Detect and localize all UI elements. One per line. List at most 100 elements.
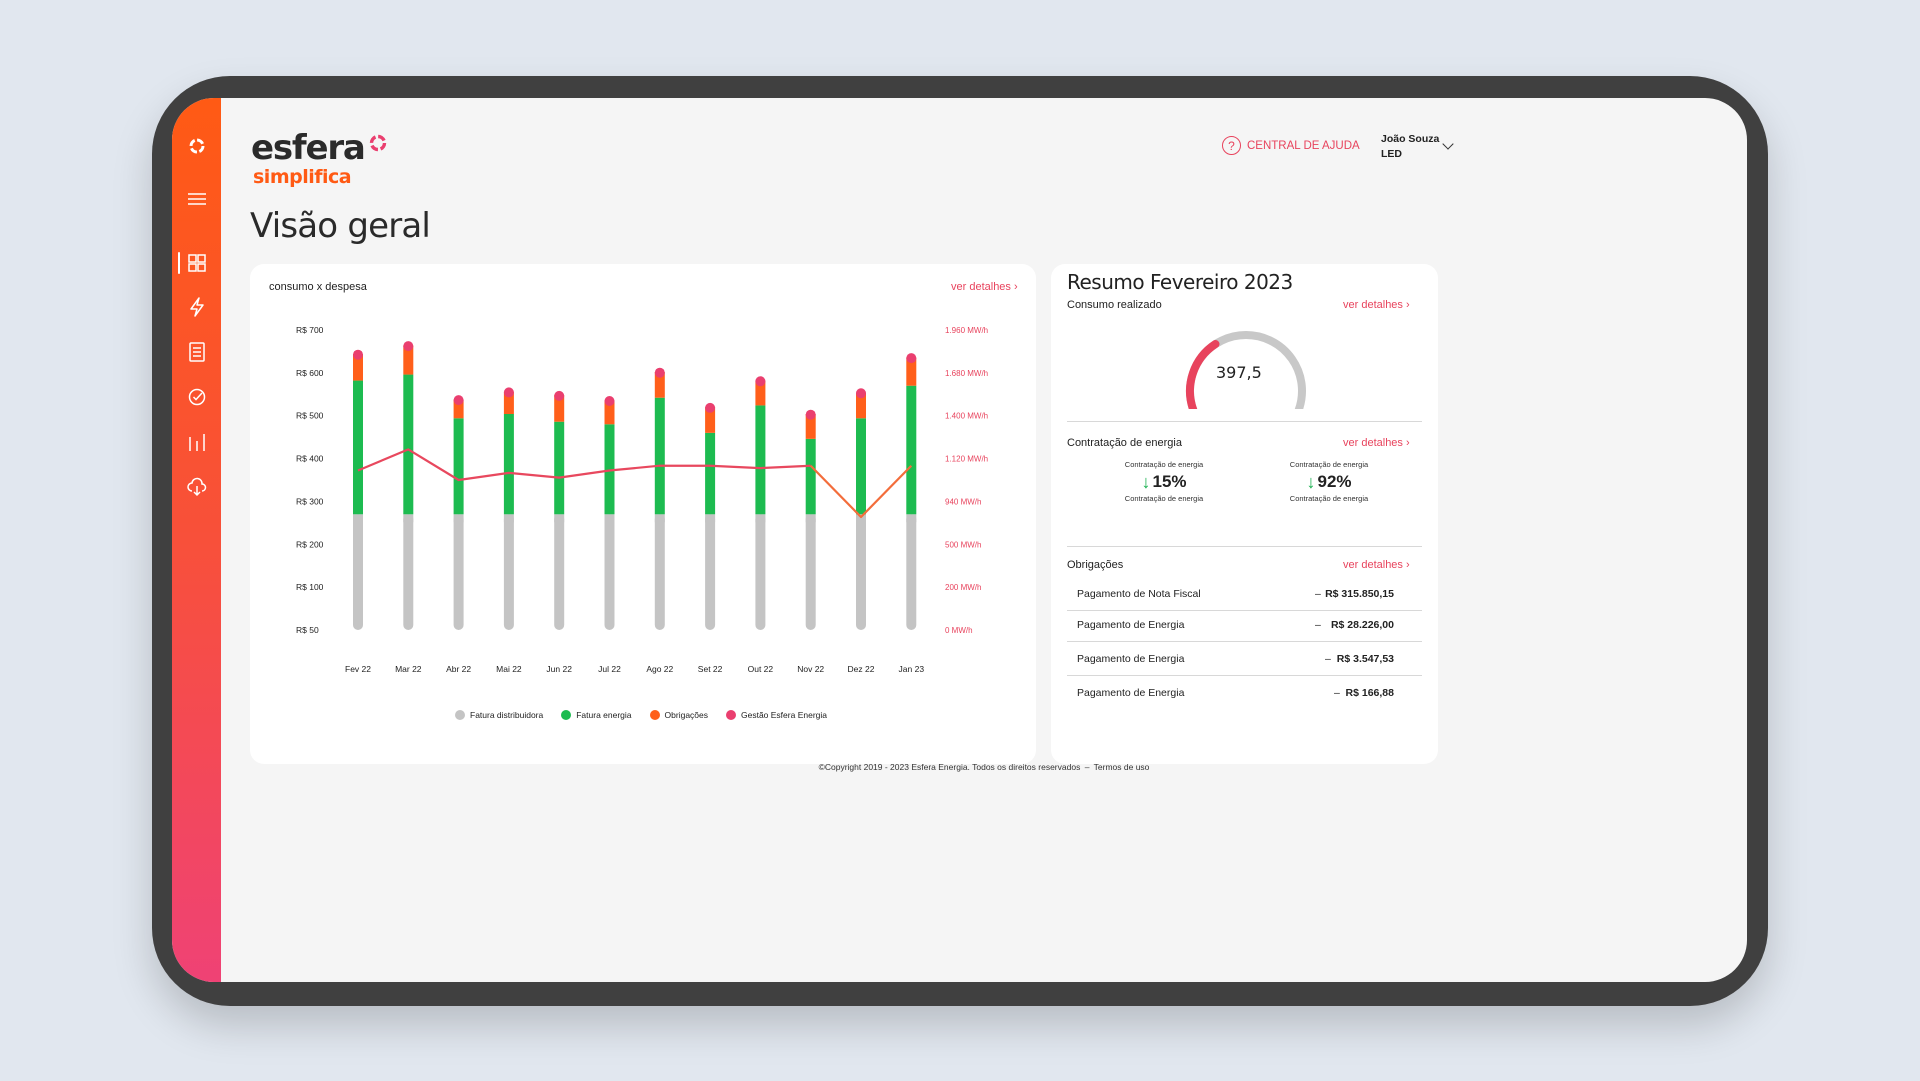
consumption-line — [357, 448, 811, 482]
obrigacoes-details-link[interactable]: ver detalhes › — [1343, 559, 1410, 571]
summary-title: Resumo Fevereiro 2023 — [1067, 270, 1293, 294]
esfera-logo-icon[interactable] — [172, 131, 221, 161]
obligation-dash: – — [1325, 653, 1331, 665]
obligation-dash: – — [1315, 588, 1321, 600]
contratacao-metric: Contratação de energia ↓ 15% Contratação … — [1099, 460, 1229, 504]
dashboard-grid-icon[interactable] — [172, 248, 221, 278]
chart-bar-segment — [604, 400, 615, 425]
metric-value: 92% — [1317, 472, 1352, 491]
obligation-row[interactable]: Pagamento de Energia – R$ 3.547,53 — [1067, 643, 1422, 676]
terms-link[interactable]: Termos de uso — [1093, 762, 1150, 772]
chart-bar-segment — [705, 432, 716, 515]
x-axis-tick-label: Set 22 — [698, 664, 723, 674]
brand-tagline: simplifica — [253, 166, 352, 188]
chart-bar-segment — [453, 418, 464, 515]
cloud-download-icon[interactable] — [172, 472, 221, 502]
chart-bar-segment — [906, 357, 917, 386]
obrigacoes-details-label: ver detalhes — [1343, 559, 1403, 571]
y-axis-tick-label: R$ 400 — [296, 454, 324, 464]
x-axis-tick-label: Jan 23 — [899, 664, 925, 674]
chart-bar-cap — [604, 396, 615, 406]
obligation-value: R$ 28.226,00 — [1330, 619, 1394, 631]
chart-bar-segment — [554, 514, 565, 523]
chart-details-label: ver detalhes — [951, 281, 1011, 293]
metric-value: 15% — [1152, 472, 1187, 491]
y2-axis-tick-label: 0 MW/h — [945, 626, 973, 635]
divider — [1067, 421, 1422, 422]
contratacao-details-link[interactable]: ver detalhes › — [1343, 437, 1410, 449]
consumption-chart: R$ 700 R$ 600 R$ 500 R$ 400 R$ 300 R$ 200 R$ 1… — [296, 325, 988, 674]
obligation-row[interactable]: Pagamento de Nota Fiscal – R$ 315.850,15 — [1067, 578, 1422, 611]
check-circle-icon[interactable] — [172, 382, 221, 412]
lightning-icon[interactable] — [172, 292, 221, 322]
x-axis-tick-label: Ago 22 — [646, 664, 673, 674]
brand-logo[interactable]: esfera simplifica — [251, 130, 389, 188]
chart-bar-segment — [705, 514, 716, 630]
chart-bar-segment — [805, 514, 816, 630]
legend-label: Gestão Esfera Energia — [741, 710, 827, 720]
menu-icon[interactable] — [172, 184, 221, 214]
chart-bar-segment — [805, 438, 816, 515]
obligation-row[interactable]: Pagamento de Energia – R$ 28.226,00 — [1067, 609, 1422, 642]
obligation-value: R$ 3.547,53 — [1336, 653, 1394, 665]
gauge-value: 397,5 — [1216, 363, 1262, 382]
legend-swatch — [649, 710, 660, 720]
chart-bar-segment — [654, 514, 665, 630]
contratacao-label: Contratação de energia — [1067, 437, 1182, 449]
chart-bar-segment — [403, 514, 414, 523]
consumption-line-segment — [809, 464, 913, 519]
user-name: João Souza — [1381, 133, 1440, 145]
chart-bar-cap — [654, 367, 665, 378]
x-axis-tick-label: Dez 22 — [848, 664, 875, 674]
footer-separator: – — [1084, 762, 1090, 772]
chart-bar-segment — [604, 424, 615, 515]
consumption-gauge — [1186, 331, 1306, 409]
obligation-label: Pagamento de Energia — [1077, 653, 1185, 665]
metric-top-label: Contratação de energia — [1289, 460, 1369, 469]
y2-axis-tick-label: 1.400 MW/h — [945, 412, 988, 421]
document-icon[interactable] — [172, 337, 221, 367]
tablet-frame: esfera simplifica Visão geral ? CENTRAL … — [152, 76, 1768, 1006]
bar-chart-icon[interactable] — [172, 427, 221, 457]
sidebar — [172, 98, 221, 982]
chart-bar-cap — [453, 395, 464, 406]
obligation-row[interactable]: Pagamento de Energia – R$ 166,88 — [1067, 677, 1422, 710]
help-center-link[interactable]: ? CENTRAL DE AJUDA — [1222, 136, 1360, 155]
consumo-label: Consumo realizado — [1067, 299, 1162, 311]
legend-swatch — [455, 710, 465, 720]
chart-bar-segment — [705, 514, 716, 523]
chevron-down-icon[interactable] — [1442, 138, 1454, 150]
arrow-down-icon: ↓ — [1141, 472, 1151, 492]
y2-axis-tick-label: 940 MW/h — [945, 497, 981, 506]
x-axis-tick-label: Abr 22 — [446, 664, 471, 674]
chart-bar-segment — [554, 421, 565, 515]
chart-details-link[interactable]: ver detalhes › — [951, 281, 1018, 293]
chart-bar-segment — [353, 380, 363, 515]
active-indicator — [178, 252, 180, 274]
gauge-fill — [1186, 340, 1220, 409]
consumption-chart-card: consumo x despesa ver detalhes › R$ 700 R… — [250, 264, 1036, 764]
legend-item: Obrigações — [649, 710, 708, 720]
chart-bar-segment — [403, 514, 414, 630]
y-axis-tick-label: R$ 300 — [296, 496, 324, 506]
y-axis-tick-label: R$ 600 — [296, 368, 324, 378]
chart-bar-segment — [453, 514, 464, 523]
chart-bar-segment — [755, 514, 766, 523]
user-menu[interactable]: João Souza LED — [1381, 132, 1439, 162]
chart-bar-cap — [805, 409, 816, 420]
chart-legend: Fatura distribuidora Fatura energia Obriga… — [455, 710, 827, 720]
obligation-label: Pagamento de Energia — [1077, 687, 1185, 699]
summary-card: Resumo Fevereiro 2023 Consumo realizado … — [1051, 264, 1438, 764]
chart-bar-segment — [654, 397, 665, 515]
consumo-details-link[interactable]: ver detalhes › — [1343, 299, 1410, 311]
app-screen: esfera simplifica Visão geral ? CENTRAL … — [172, 98, 1747, 982]
chart-bar-segment — [353, 514, 363, 523]
chart-bar-segment — [453, 399, 464, 419]
chart-bar-segment — [353, 514, 363, 630]
chart-bar-segment — [654, 514, 665, 523]
footer: ©Copyright 2019 - 2023 Esfera Energia. T… — [221, 762, 1747, 772]
consumo-details-label: ver detalhes — [1343, 299, 1403, 311]
row-divider — [1067, 675, 1422, 676]
x-axis-tick-label: Out 22 — [748, 664, 774, 674]
row-divider — [1067, 610, 1422, 611]
